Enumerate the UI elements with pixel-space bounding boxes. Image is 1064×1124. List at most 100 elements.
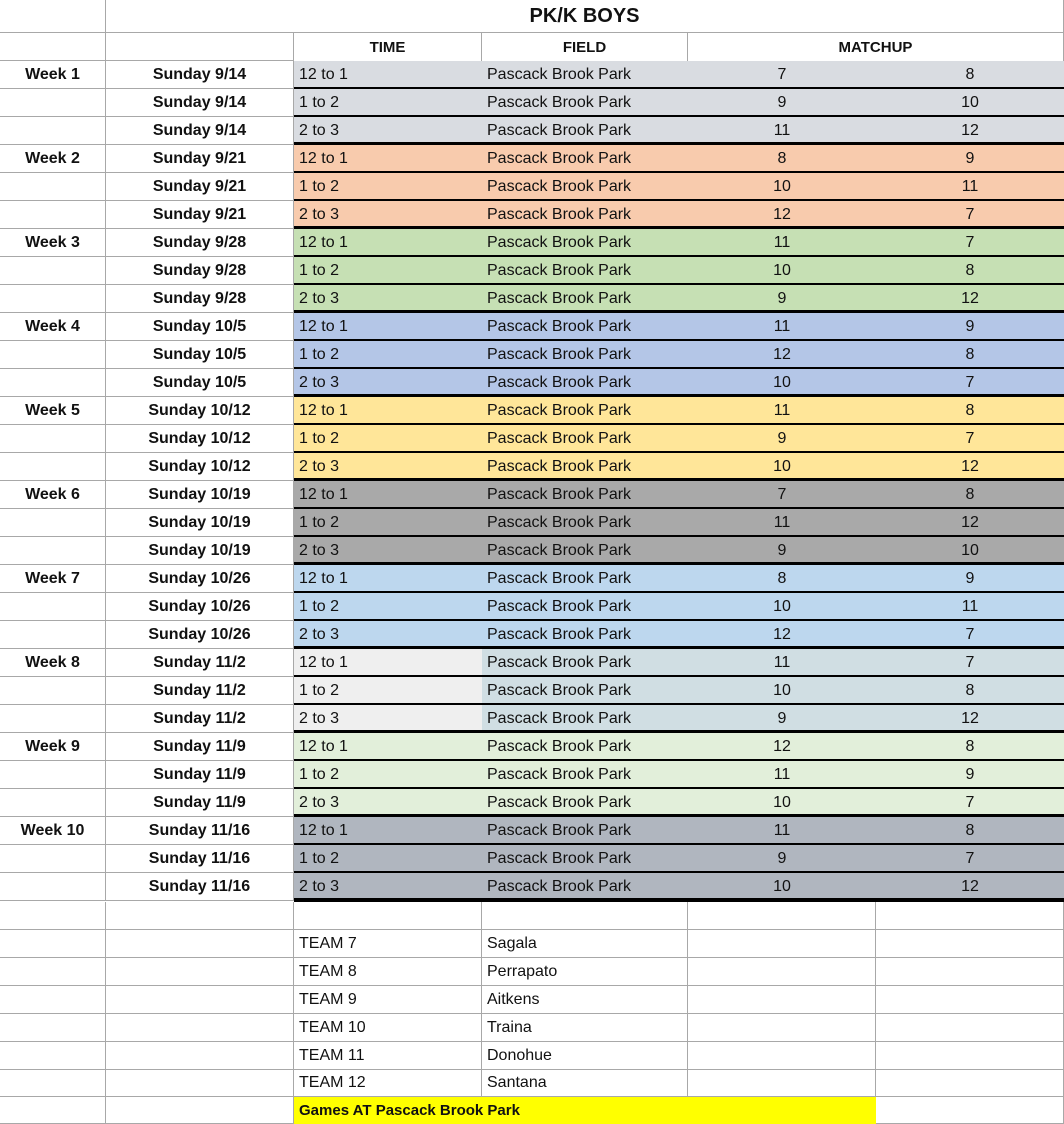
game-time[interactable]: 2 to 3 [294, 873, 482, 901]
game-date[interactable]: Sunday 9/28 [106, 285, 294, 313]
matchup-home-team[interactable]: 12 [688, 201, 876, 229]
game-date[interactable]: Sunday 11/9 [106, 733, 294, 761]
game-date[interactable]: Sunday 9/28 [106, 229, 294, 257]
game-field[interactable]: Pascack Brook Park [482, 537, 688, 565]
matchup-away-team[interactable]: 11 [876, 593, 1064, 621]
game-date[interactable]: Sunday 9/14 [106, 61, 294, 89]
empty-cell[interactable] [106, 1070, 294, 1097]
game-time[interactable]: 1 to 2 [294, 761, 482, 789]
matchup-home-team[interactable]: 10 [688, 453, 876, 481]
game-date[interactable]: Sunday 10/26 [106, 565, 294, 593]
game-time[interactable]: 1 to 2 [294, 89, 482, 117]
game-time[interactable]: 1 to 2 [294, 845, 482, 873]
empty-cell[interactable] [0, 33, 106, 61]
game-field[interactable]: Pascack Brook Park [482, 89, 688, 117]
empty-cell[interactable] [0, 986, 106, 1014]
game-date[interactable]: Sunday 10/26 [106, 593, 294, 621]
empty-cell[interactable] [876, 930, 1064, 958]
week-label[interactable] [0, 677, 106, 705]
empty-cell[interactable] [876, 1042, 1064, 1070]
game-field[interactable]: Pascack Brook Park [482, 789, 688, 817]
game-field[interactable]: Pascack Brook Park [482, 341, 688, 369]
game-time[interactable]: 2 to 3 [294, 117, 482, 145]
matchup-home-team[interactable]: 11 [688, 313, 876, 341]
game-time[interactable]: 1 to 2 [294, 677, 482, 705]
game-field[interactable]: Pascack Brook Park [482, 593, 688, 621]
team-name[interactable]: TEAM 12 [294, 1070, 482, 1097]
matchup-home-team[interactable]: 11 [688, 397, 876, 425]
game-time[interactable]: 12 to 1 [294, 481, 482, 509]
empty-cell[interactable] [876, 902, 1064, 930]
empty-cell[interactable] [876, 1014, 1064, 1042]
matchup-away-team[interactable]: 8 [876, 817, 1064, 845]
matchup-away-team[interactable]: 12 [876, 873, 1064, 901]
matchup-away-team[interactable]: 8 [876, 481, 1064, 509]
empty-cell[interactable] [876, 1097, 1064, 1124]
game-field[interactable]: Pascack Brook Park [482, 509, 688, 537]
game-field[interactable]: Pascack Brook Park [482, 173, 688, 201]
matchup-away-team[interactable]: 7 [876, 845, 1064, 873]
team-name[interactable]: TEAM 9 [294, 986, 482, 1014]
empty-cell[interactable] [688, 1014, 876, 1042]
header-field[interactable]: FIELD [482, 33, 688, 61]
game-field[interactable]: Pascack Brook Park [482, 761, 688, 789]
game-field[interactable]: Pascack Brook Park [482, 61, 688, 89]
week-label[interactable]: Week 2 [0, 145, 106, 173]
empty-cell[interactable] [0, 0, 106, 33]
matchup-home-team[interactable]: 11 [688, 649, 876, 677]
empty-cell[interactable] [106, 986, 294, 1014]
game-date[interactable]: Sunday 9/28 [106, 257, 294, 285]
matchup-home-team[interactable]: 12 [688, 341, 876, 369]
week-label[interactable] [0, 201, 106, 229]
empty-cell[interactable] [106, 1014, 294, 1042]
empty-cell[interactable] [294, 902, 482, 930]
matchup-away-team[interactable]: 12 [876, 453, 1064, 481]
week-label[interactable]: Week 8 [0, 649, 106, 677]
game-field[interactable]: Pascack Brook Park [482, 565, 688, 593]
header-matchup[interactable]: MATCHUP [688, 33, 1064, 61]
matchup-away-team[interactable]: 8 [876, 397, 1064, 425]
footer-note[interactable]: Games AT Pascack Brook Park [294, 1097, 876, 1124]
matchup-away-team[interactable]: 7 [876, 649, 1064, 677]
week-label[interactable] [0, 593, 106, 621]
matchup-away-team[interactable]: 9 [876, 761, 1064, 789]
matchup-away-team[interactable]: 10 [876, 89, 1064, 117]
game-date[interactable]: Sunday 10/12 [106, 453, 294, 481]
matchup-home-team[interactable]: 10 [688, 369, 876, 397]
matchup-away-team[interactable]: 9 [876, 145, 1064, 173]
game-time[interactable]: 1 to 2 [294, 593, 482, 621]
team-name[interactable]: TEAM 11 [294, 1042, 482, 1070]
game-date[interactable]: Sunday 9/14 [106, 117, 294, 145]
empty-cell[interactable] [688, 930, 876, 958]
empty-cell[interactable] [0, 1070, 106, 1097]
matchup-away-team[interactable]: 12 [876, 705, 1064, 733]
empty-cell[interactable] [876, 958, 1064, 986]
empty-cell[interactable] [0, 1014, 106, 1042]
game-field[interactable]: Pascack Brook Park [482, 117, 688, 145]
week-label[interactable] [0, 845, 106, 873]
game-field[interactable]: Pascack Brook Park [482, 481, 688, 509]
matchup-home-team[interactable]: 8 [688, 145, 876, 173]
matchup-home-team[interactable]: 11 [688, 509, 876, 537]
game-date[interactable]: Sunday 10/5 [106, 313, 294, 341]
game-field[interactable]: Pascack Brook Park [482, 369, 688, 397]
game-time[interactable]: 2 to 3 [294, 369, 482, 397]
header-time[interactable]: TIME [294, 33, 482, 61]
empty-cell[interactable] [106, 930, 294, 958]
team-coach[interactable]: Donohue [482, 1042, 688, 1070]
empty-cell[interactable] [0, 958, 106, 986]
week-label[interactable] [0, 285, 106, 313]
game-field[interactable]: Pascack Brook Park [482, 733, 688, 761]
week-label[interactable] [0, 341, 106, 369]
game-time[interactable]: 1 to 2 [294, 257, 482, 285]
empty-cell[interactable] [106, 902, 294, 930]
matchup-home-team[interactable]: 10 [688, 873, 876, 901]
game-field[interactable]: Pascack Brook Park [482, 621, 688, 649]
game-field[interactable]: Pascack Brook Park [482, 145, 688, 173]
game-field[interactable]: Pascack Brook Park [482, 817, 688, 845]
game-time[interactable]: 1 to 2 [294, 509, 482, 537]
game-time[interactable]: 12 to 1 [294, 817, 482, 845]
week-label[interactable] [0, 257, 106, 285]
matchup-away-team[interactable]: 8 [876, 733, 1064, 761]
matchup-home-team[interactable]: 11 [688, 229, 876, 257]
